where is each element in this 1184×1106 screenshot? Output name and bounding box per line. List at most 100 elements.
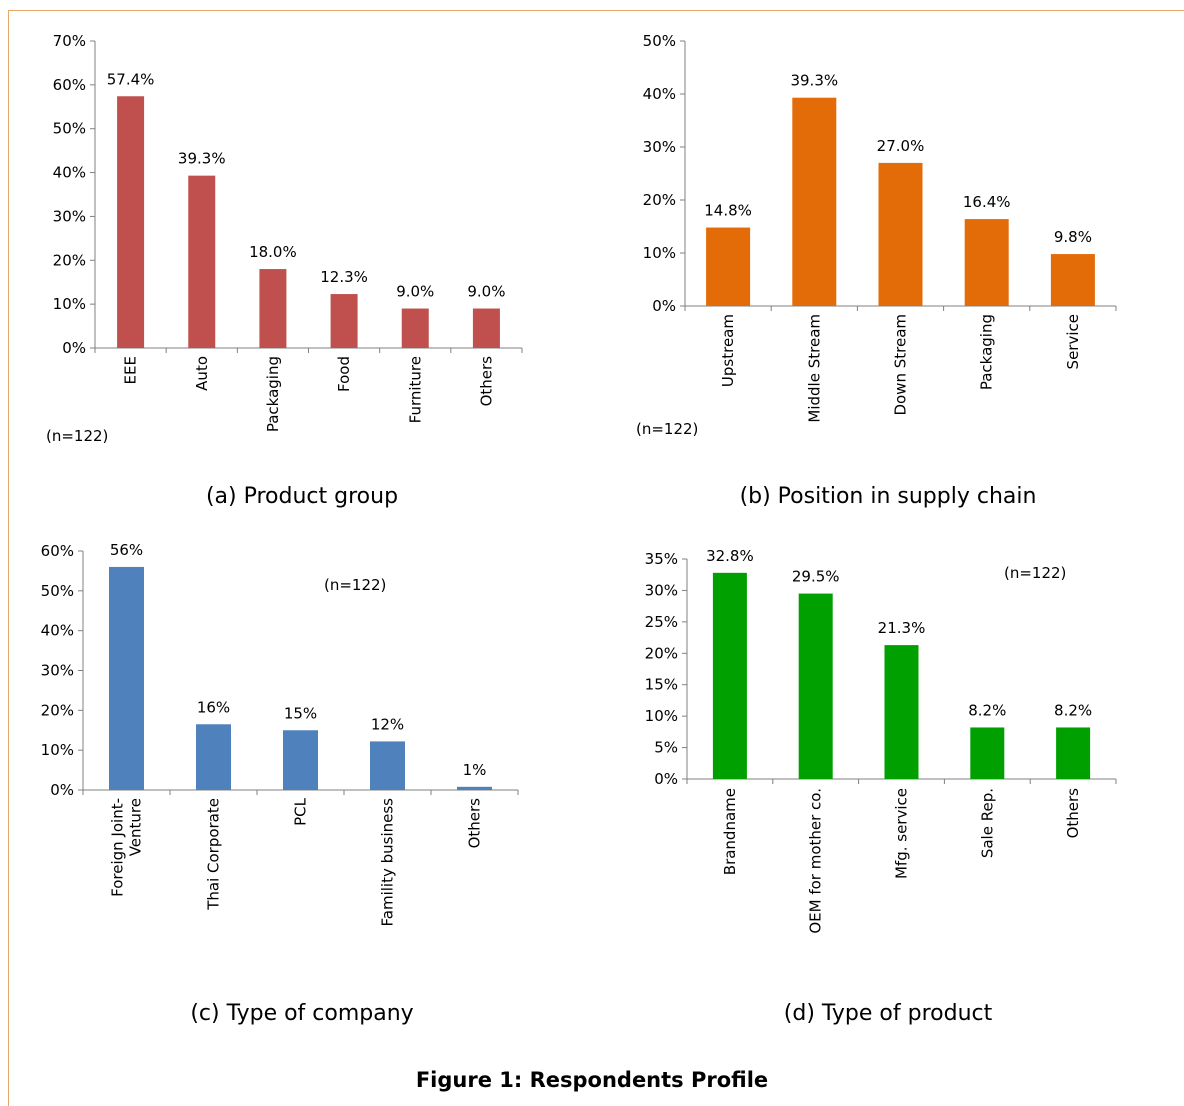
category-label-line: Upstream (719, 314, 737, 387)
bar (259, 269, 287, 348)
y-tick-label: 70% (53, 32, 86, 50)
data-label: 12% (371, 715, 404, 733)
bar (884, 645, 919, 779)
category-label: Auto (193, 356, 211, 391)
category-label-line: Venture (127, 798, 145, 856)
data-label: 8.2% (968, 701, 1006, 719)
bar (401, 308, 429, 348)
category-label: Mfg. service (893, 788, 911, 879)
y-tick-label: 10% (41, 741, 74, 759)
y-tick-label: 35% (645, 550, 678, 568)
category-label-line: PCL (292, 797, 310, 826)
bar (712, 572, 747, 779)
category-label: EEE (122, 356, 140, 384)
bar (878, 162, 923, 306)
bar (798, 593, 833, 779)
data-label: 32.8% (706, 547, 754, 565)
data-label: 29.5% (792, 568, 840, 586)
bar (1056, 727, 1091, 779)
category-label: Packaging (978, 314, 996, 390)
y-tick-label: 30% (53, 207, 86, 225)
bar (970, 727, 1005, 779)
y-tick-label: 60% (53, 76, 86, 94)
y-tick-label: 5% (654, 739, 678, 757)
category-label: Thai Corporate (205, 798, 223, 911)
category-label-line: Packaging (264, 356, 282, 432)
y-tick-label: 20% (645, 644, 678, 662)
category-label-line: Famility business (379, 798, 397, 927)
y-tick-label: 30% (645, 581, 678, 599)
category-label-line: Others (466, 798, 484, 849)
category-label: Famility business (379, 798, 397, 927)
y-tick-label: 10% (53, 295, 86, 313)
data-label: 39.3% (790, 72, 838, 90)
y-tick-label: 20% (53, 251, 86, 269)
sample-size-note: (n=122) (324, 576, 386, 594)
bar (109, 566, 144, 790)
y-tick-label: 50% (53, 120, 86, 138)
category-label-line: OEM for mother co. (807, 788, 825, 934)
data-label: 1% (463, 761, 487, 779)
category-label: PCL (292, 797, 310, 826)
sample-size-note: (n=122) (46, 427, 108, 445)
frame-top-border (8, 10, 1184, 11)
y-tick-label: 60% (41, 542, 74, 560)
data-label: 9.8% (1054, 228, 1092, 246)
y-tick-label: 10% (645, 707, 678, 725)
y-tick-label: 25% (645, 613, 678, 631)
bar (370, 741, 405, 790)
y-tick-label: 0% (652, 297, 676, 315)
category-label: Foreign Joint- Venture (109, 798, 145, 897)
bar (457, 786, 492, 790)
category-label: Packaging (264, 356, 282, 432)
y-tick-label: 15% (645, 676, 678, 694)
category-label-line: Service (1064, 314, 1082, 369)
y-tick-label: 40% (41, 622, 74, 640)
caption-a: (a) Product group (205, 484, 399, 509)
y-tick-label: 40% (643, 85, 676, 103)
data-label: 39.3% (178, 150, 226, 168)
y-tick-label: 20% (643, 191, 676, 209)
category-label-line: Middle Stream (805, 314, 823, 423)
sample-size-note: (n=122) (1004, 564, 1066, 582)
bar (283, 730, 318, 790)
data-label: 9.0% (396, 283, 434, 301)
category-label-line: Auto (193, 356, 211, 391)
y-tick-label: 40% (53, 164, 86, 182)
y-tick-label: 30% (41, 662, 74, 680)
data-label: 8.2% (1054, 701, 1092, 719)
y-tick-label: 10% (643, 244, 676, 262)
category-label: Middle Stream (805, 314, 823, 423)
category-label-line: Brandname (721, 788, 739, 875)
category-label: Sale Rep. (978, 788, 996, 858)
category-label: Furniture (406, 356, 424, 423)
data-label: 14.8% (704, 202, 752, 220)
category-label: Others (477, 356, 495, 407)
category-label-line: Furniture (406, 356, 424, 423)
data-label: 16.4% (963, 193, 1011, 211)
category-label-line: Others (1064, 788, 1082, 839)
caption-c: (c) Type of company (190, 1001, 414, 1026)
category-label: Upstream (719, 314, 737, 387)
y-tick-label: 0% (654, 770, 678, 788)
data-label: 18.0% (249, 243, 297, 261)
bar (706, 227, 751, 306)
figure-title: Figure 1: Respondents Profile (415, 1068, 769, 1092)
data-label: 21.3% (878, 619, 926, 637)
category-label: Down Stream (892, 314, 910, 416)
y-tick-label: 30% (643, 138, 676, 156)
bar (792, 97, 837, 307)
category-label: OEM for mother co. (807, 788, 825, 934)
bar (188, 175, 216, 348)
category-label: Service (1064, 314, 1082, 369)
category-label: Brandname (721, 788, 739, 875)
data-label: 57.4% (107, 70, 155, 88)
caption-b: (b) Position in supply chain (739, 484, 1037, 509)
category-label-line: Thai Corporate (205, 798, 223, 911)
data-label: 9.0% (467, 283, 505, 301)
bar (1050, 254, 1095, 306)
